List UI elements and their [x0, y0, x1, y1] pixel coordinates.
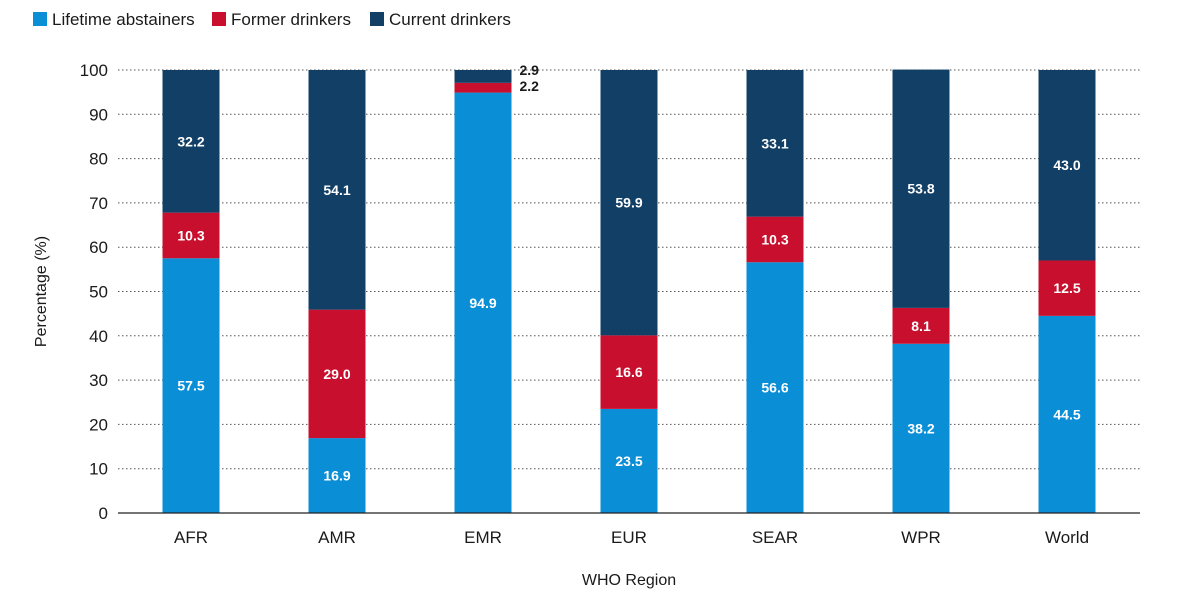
x-tick-label: EUR [611, 528, 647, 547]
bar-segment [600, 335, 658, 409]
bar-segment [454, 82, 512, 93]
data-label: 43.0 [1053, 157, 1080, 173]
bar-segment [600, 70, 658, 336]
y-tick-label: 60 [89, 238, 108, 257]
legend-swatch [212, 12, 226, 26]
data-label: 12.5 [1053, 280, 1080, 296]
legend: Lifetime abstainers Former drinkers Curren… [33, 10, 511, 29]
data-label: 38.2 [907, 420, 934, 436]
y-axis-title: Percentage (%) [33, 236, 50, 347]
bar-segment [454, 92, 512, 513]
data-label: 57.5 [177, 378, 204, 394]
bar-segment [308, 70, 366, 310]
bar-segment [746, 262, 804, 513]
data-label: 44.5 [1053, 406, 1080, 422]
bar-segment [892, 307, 950, 344]
bar-segment [162, 258, 220, 513]
bar-segment [746, 216, 804, 263]
legend-label: Current drinkers [389, 10, 511, 29]
bar-segment [1038, 70, 1096, 261]
data-label: 32.2 [177, 133, 204, 149]
data-label: 59.9 [615, 195, 642, 211]
bar-segment [892, 69, 950, 308]
data-label: 16.9 [323, 468, 350, 484]
legend-swatch [370, 12, 384, 26]
bar-segment [308, 438, 366, 513]
bar-segment [308, 309, 366, 439]
bar-segment [600, 408, 658, 513]
x-tick-label: AFR [174, 528, 208, 547]
y-tick-label: 90 [89, 105, 108, 124]
legend-label: Former drinkers [231, 10, 351, 29]
y-tick-label: 100 [80, 61, 108, 80]
y-tick-label: 50 [89, 283, 108, 302]
legend-label: Lifetime abstainers [52, 10, 195, 29]
data-label: 94.9 [469, 295, 496, 311]
x-tick-label: World [1045, 528, 1089, 547]
data-label: 54.1 [323, 182, 350, 198]
bar-segment [162, 212, 220, 259]
bars: 57.5 10.3 32.2 16.9 29.0 54.1 94.9 2.22.9 23.5 16… [162, 62, 1096, 513]
bar-segment [1038, 260, 1096, 316]
y-tick-label: 0 [99, 504, 108, 523]
bar-segment [892, 343, 950, 513]
data-label: 56.6 [761, 380, 788, 396]
x-axis-title: WHO Region [582, 572, 676, 589]
data-label: 16.6 [615, 364, 642, 380]
y-tick-label: 70 [89, 194, 108, 213]
data-label: 2.2 [520, 78, 540, 94]
bar-segment [746, 70, 804, 217]
x-tick-label: EMR [464, 528, 502, 547]
y-tick-label: 80 [89, 150, 108, 169]
data-label: 33.1 [761, 135, 788, 151]
y-axis: 0 10 20 30 40 50 60 70 80 90 100 [80, 61, 108, 523]
x-tick-label: AMR [318, 528, 356, 547]
bar-segment [454, 70, 512, 83]
x-tick-label: WPR [901, 528, 941, 547]
data-label: 29.0 [323, 366, 350, 382]
data-label: 10.3 [177, 227, 204, 243]
x-tick-label: SEAR [752, 528, 798, 547]
data-label: 8.1 [911, 318, 931, 334]
x-axis: AFR AMR EMR EUR SEAR WPR World [174, 528, 1089, 547]
data-label: 53.8 [907, 181, 934, 197]
y-tick-label: 40 [89, 327, 108, 346]
bar-segment [162, 70, 220, 213]
y-tick-label: 20 [89, 415, 108, 434]
data-label: 2.9 [520, 62, 540, 78]
data-label: 23.5 [615, 453, 642, 469]
bar-segment [1038, 315, 1096, 513]
y-tick-label: 10 [89, 460, 108, 479]
y-tick-label: 30 [89, 371, 108, 390]
legend-swatch [33, 12, 47, 26]
data-label: 10.3 [761, 231, 788, 247]
